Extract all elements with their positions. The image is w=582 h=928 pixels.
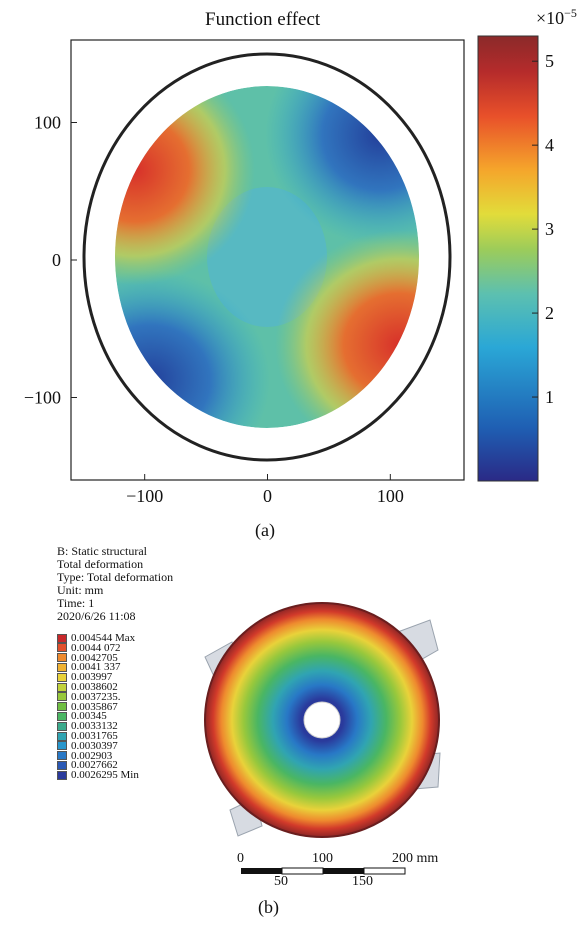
legend-swatch bbox=[57, 672, 67, 682]
x-tick-label: 100 bbox=[377, 486, 404, 506]
legend-swatch bbox=[57, 721, 67, 731]
legend-label: 0.002903 bbox=[71, 749, 113, 762]
legend-swatch bbox=[57, 643, 67, 653]
center-hole bbox=[303, 701, 341, 739]
info-line: Unit: mm bbox=[57, 583, 104, 597]
colorbar-tick-label: 5 bbox=[545, 51, 554, 71]
legend-item: 0.0033132 bbox=[57, 720, 118, 733]
legend-item: 0.0030397 bbox=[57, 739, 118, 752]
colorbar-tick-label: 2 bbox=[545, 303, 554, 323]
scale-top-1: 100 bbox=[312, 851, 333, 866]
info-line: Time: 1 bbox=[57, 596, 95, 610]
y-tick-label: 0 bbox=[52, 250, 61, 270]
scale-top-0: 0 bbox=[237, 851, 244, 866]
legend-swatch bbox=[57, 760, 67, 770]
legend-swatch bbox=[57, 702, 67, 712]
figure-a: Function effect bbox=[24, 6, 577, 540]
scale-top-2: 200 mm bbox=[392, 851, 439, 866]
legend-label: 0.0033132 bbox=[71, 720, 118, 733]
legend-swatch bbox=[57, 751, 67, 761]
colorbar-tick-label: 4 bbox=[545, 135, 554, 155]
legend-item: 0.0044 072 bbox=[57, 641, 121, 654]
legend-swatch bbox=[57, 770, 67, 780]
outer-ring bbox=[82, 52, 452, 462]
legend-swatch bbox=[57, 741, 67, 751]
colorbar bbox=[477, 35, 539, 482]
legend-item: 0.0038602 bbox=[57, 681, 118, 693]
legend-item: 0.0027662 bbox=[57, 759, 118, 772]
chart-a-plot: −100 0 100 100 0 −100 5 4 3 2 1 ×10−5 bbox=[24, 6, 577, 506]
legend-item: 0.0035867 bbox=[57, 700, 118, 713]
legend-item: 0.003997 bbox=[57, 671, 113, 684]
scale-bottom-0: 50 bbox=[274, 874, 288, 889]
info-line: B: Static structural bbox=[57, 544, 147, 558]
legend-swatch bbox=[57, 682, 67, 692]
legend-label: 0.0042705 bbox=[71, 651, 118, 664]
legend-label: 0.0044 072 bbox=[71, 641, 121, 654]
panel-label-b: (b) bbox=[258, 897, 279, 917]
y-tick-label: −100 bbox=[24, 388, 61, 408]
legend-item: 0.002903 bbox=[57, 749, 113, 762]
legend-label: 0.0037235. bbox=[71, 690, 121, 703]
scale-bar bbox=[241, 867, 406, 875]
legend-item: 0.00345 bbox=[57, 710, 107, 723]
legend-label: 0.0030397 bbox=[71, 739, 118, 752]
y-tick-label: 100 bbox=[34, 113, 61, 133]
legend-item: 0.0037235. bbox=[57, 690, 121, 703]
legend-label: 0.0027662 bbox=[71, 759, 118, 772]
legend-item: 0.0031765 bbox=[57, 730, 118, 742]
colorbar-tick-label: 3 bbox=[545, 219, 554, 239]
info-line: Type: Total deformation bbox=[57, 570, 174, 584]
legend-label: 0.0031765 bbox=[71, 730, 118, 742]
colorbar-multiplier: ×10−5 bbox=[536, 6, 577, 28]
legend-swatch bbox=[57, 633, 67, 643]
legend-item: 0.0026295 Min bbox=[57, 769, 139, 782]
legend-label: 0.0035867 bbox=[71, 700, 118, 713]
deformation-view bbox=[204, 602, 441, 875]
legend-swatch bbox=[57, 731, 67, 741]
legend-swatch bbox=[57, 653, 67, 663]
legend-label: 0.0038602 bbox=[71, 681, 118, 693]
scale-bottom-1: 150 bbox=[352, 874, 373, 889]
legend-item: 0.0041 337 bbox=[57, 661, 121, 674]
info-line: Total deformation bbox=[57, 557, 144, 571]
panel-label-a: (a) bbox=[255, 520, 275, 540]
legend-swatch bbox=[57, 662, 67, 672]
info-line: 2020/6/26 11:08 bbox=[57, 609, 136, 623]
colorbar-tick-label: 1 bbox=[545, 387, 554, 407]
x-tick-label: 0 bbox=[263, 486, 272, 506]
x-tick-label: −100 bbox=[126, 486, 163, 506]
legend-item: 0.004544 Max bbox=[57, 632, 136, 644]
chart-title: Function effect bbox=[205, 9, 321, 30]
legend-item: 0.0042705 bbox=[57, 651, 118, 664]
legend-label: 0.0041 337 bbox=[71, 661, 121, 674]
legend-label: 0.00345 bbox=[71, 710, 107, 723]
legend-swatch bbox=[57, 711, 67, 721]
legend-swatch bbox=[57, 692, 67, 702]
legend-label: 0.003997 bbox=[71, 671, 113, 684]
legend-label: 0.0026295 Min bbox=[71, 769, 139, 782]
figure-b: B: Static structural Total deformation Typ… bbox=[0, 540, 582, 928]
legend-label: 0.004544 Max bbox=[71, 632, 136, 644]
